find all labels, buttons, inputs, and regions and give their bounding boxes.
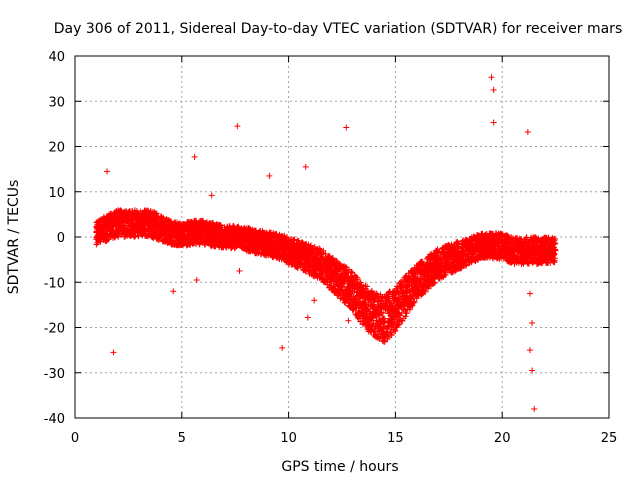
- chart-title: Day 306 of 2011, Sidereal Day-to-day VTE…: [54, 21, 622, 37]
- data-point: [105, 236, 112, 243]
- data-point: [108, 212, 115, 219]
- scatter-points: [93, 74, 559, 412]
